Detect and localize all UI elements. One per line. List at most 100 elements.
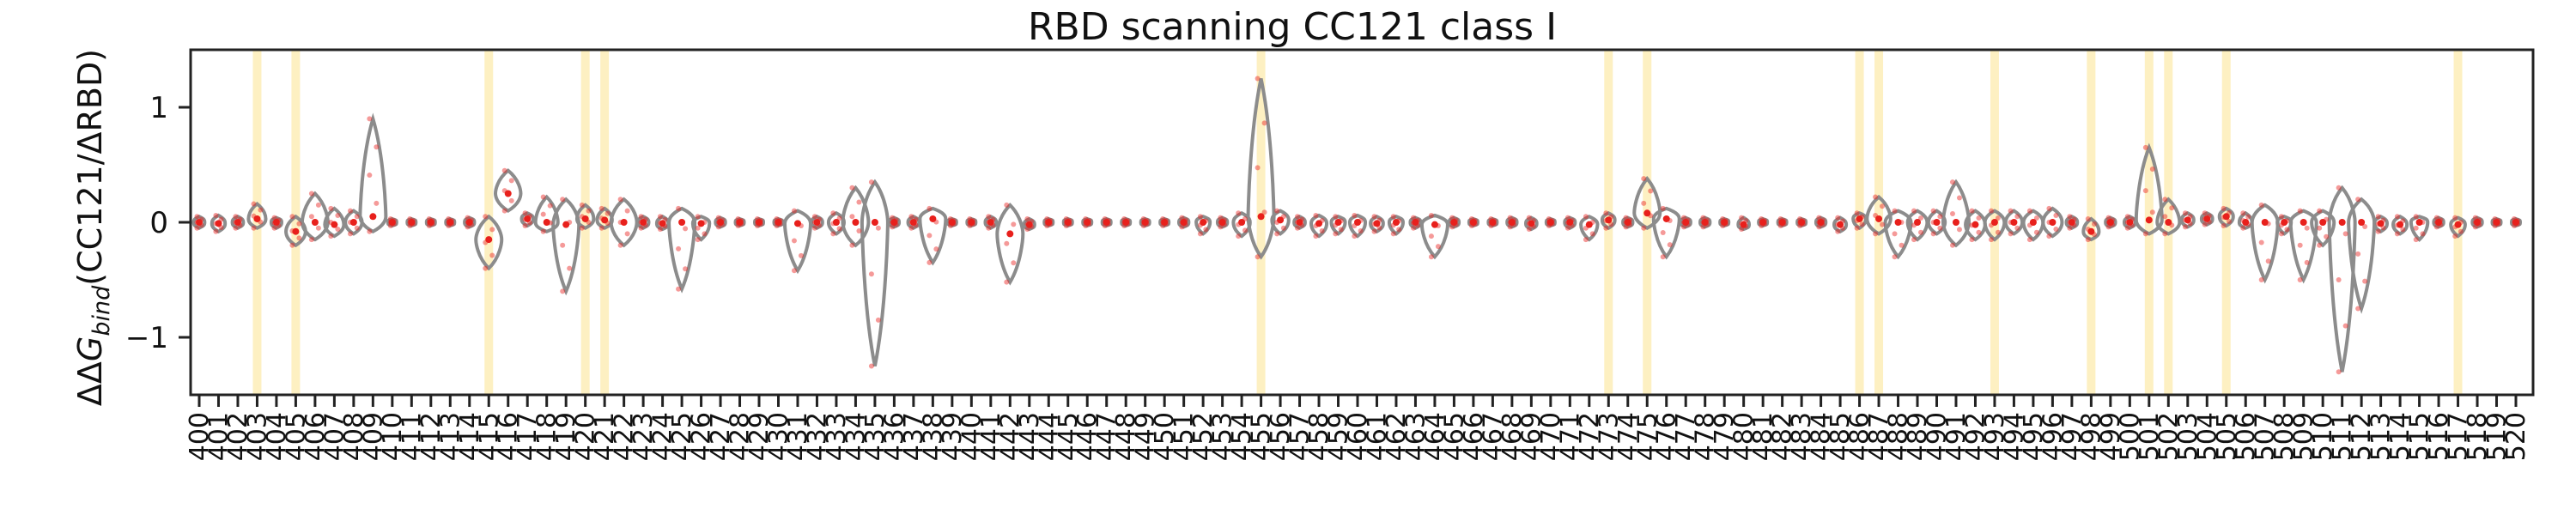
median-point-515 bbox=[2415, 219, 2423, 226]
violin-461 bbox=[1369, 215, 1385, 234]
data-point-418-3 bbox=[547, 203, 553, 209]
x-tick-label-409: 409 bbox=[358, 412, 388, 461]
median-point-480 bbox=[1740, 221, 1747, 228]
median-point-495 bbox=[2029, 219, 2037, 226]
data-point-400-0 bbox=[194, 225, 200, 231]
data-point-503-0 bbox=[2182, 224, 2188, 230]
x-tick-label-515: 515 bbox=[2405, 412, 2435, 461]
data-point-406-2 bbox=[308, 214, 314, 220]
median-point-404 bbox=[272, 219, 280, 226]
data-point-442-2 bbox=[1004, 240, 1010, 246]
median-point-400 bbox=[196, 219, 203, 226]
median-point-406 bbox=[311, 219, 319, 226]
data-point-401-0 bbox=[213, 228, 219, 234]
data-point-464-1 bbox=[1435, 244, 1441, 250]
x-tick-label-424: 424 bbox=[648, 412, 678, 461]
data-point-502-0 bbox=[2162, 231, 2168, 237]
data-point-406-0 bbox=[308, 237, 314, 243]
median-point-467 bbox=[1489, 219, 1497, 226]
data-point-425-1 bbox=[683, 266, 689, 272]
data-point-459-1 bbox=[1338, 227, 1344, 233]
median-point-441 bbox=[987, 219, 994, 226]
x-tick-label-503: 503 bbox=[2173, 412, 2203, 461]
median-point-407 bbox=[331, 221, 338, 228]
data-point-509-0 bbox=[2297, 277, 2303, 282]
violin-511 bbox=[2327, 185, 2357, 373]
data-point-498-3 bbox=[2091, 221, 2097, 227]
data-point-511-0 bbox=[2336, 369, 2342, 375]
violin-400 bbox=[191, 215, 207, 230]
x-tick-label-429: 429 bbox=[744, 412, 775, 461]
x-tick-label-431: 431 bbox=[783, 412, 813, 461]
data-point-504-0 bbox=[2202, 221, 2208, 227]
median-point-408 bbox=[349, 219, 357, 226]
violin-420 bbox=[574, 203, 596, 230]
data-point-420-3 bbox=[586, 208, 592, 214]
data-point-425-2 bbox=[676, 245, 682, 251]
violin-460 bbox=[1347, 213, 1368, 239]
x-tick-label-467: 467 bbox=[1478, 412, 1508, 461]
data-point-475-2 bbox=[1641, 200, 1647, 206]
violin-436 bbox=[887, 215, 902, 229]
y-axis-label-variable: G bbox=[71, 336, 109, 361]
violin-505 bbox=[2217, 206, 2235, 228]
violin-412 bbox=[424, 216, 437, 228]
data-point-409-1 bbox=[374, 200, 380, 206]
data-point-500-0 bbox=[2124, 225, 2130, 231]
data-point-407-0 bbox=[328, 233, 334, 239]
x-tick-label-496: 496 bbox=[2038, 412, 2068, 461]
data-point-501-1 bbox=[2149, 209, 2155, 215]
x-tick-label-491: 491 bbox=[1941, 412, 1971, 461]
data-point-434-1 bbox=[856, 228, 862, 234]
x-tick-label-427: 427 bbox=[706, 412, 736, 461]
y-tick-label-0: 0 bbox=[149, 206, 168, 240]
x-tick-label-502: 502 bbox=[2154, 412, 2184, 461]
median-point-460 bbox=[1354, 219, 1361, 226]
median-point-501 bbox=[2145, 216, 2153, 224]
violin-413 bbox=[444, 216, 457, 228]
highlight-band-403 bbox=[252, 50, 262, 395]
data-point-407-1 bbox=[335, 227, 341, 233]
data-point-487-4 bbox=[1873, 194, 1879, 200]
data-point-452-0 bbox=[1197, 231, 1203, 237]
data-point-493-0 bbox=[1988, 237, 1994, 243]
data-point-438-2 bbox=[927, 233, 933, 239]
median-point-464 bbox=[1431, 221, 1438, 228]
data-point-418-4 bbox=[540, 194, 546, 200]
data-point-435-0 bbox=[868, 363, 874, 369]
x-tick-label-489: 489 bbox=[1903, 412, 1933, 461]
data-point-458-4 bbox=[1313, 212, 1319, 218]
data-point-401-4 bbox=[213, 212, 219, 218]
x-tick-label-432: 432 bbox=[802, 412, 832, 461]
data-point-512-1 bbox=[2362, 278, 2368, 284]
x-tick-label-401: 401 bbox=[204, 412, 234, 461]
median-point-435 bbox=[871, 219, 878, 226]
data-point-438-0 bbox=[927, 259, 933, 265]
violin-514 bbox=[2391, 215, 2409, 236]
median-point-486 bbox=[1856, 215, 1863, 222]
violin-475 bbox=[1632, 175, 1662, 230]
y-axis: −1 0 1 bbox=[125, 91, 191, 355]
data-point-438-4 bbox=[927, 205, 933, 211]
violin-509 bbox=[2288, 209, 2318, 284]
y-axis-label: ΔΔGbind(CC121/ΔRBD) bbox=[71, 49, 115, 406]
x-tick-label-465: 465 bbox=[1439, 412, 1469, 461]
data-point-491-4 bbox=[1949, 179, 1955, 185]
data-point-416-1 bbox=[508, 197, 514, 203]
x-tick-label-519: 519 bbox=[2482, 412, 2512, 461]
data-point-486-4 bbox=[1854, 210, 1860, 216]
violin-453 bbox=[1215, 215, 1230, 229]
median-point-425 bbox=[678, 219, 686, 226]
data-point-476-4 bbox=[1660, 205, 1666, 211]
median-point-444 bbox=[1045, 219, 1053, 226]
x-tick-label-472: 472 bbox=[1575, 412, 1605, 461]
data-point-500-4 bbox=[2124, 214, 2130, 220]
violin-517 bbox=[2449, 215, 2467, 239]
data-point-416-4 bbox=[501, 167, 507, 173]
data-point-514-1 bbox=[2400, 227, 2406, 233]
violin-439 bbox=[945, 216, 958, 228]
data-point-406-4 bbox=[308, 191, 314, 197]
data-point-511-3 bbox=[2342, 231, 2348, 237]
x-tick-label-474: 474 bbox=[1613, 412, 1643, 461]
x-tick-label-460: 460 bbox=[1343, 412, 1373, 461]
